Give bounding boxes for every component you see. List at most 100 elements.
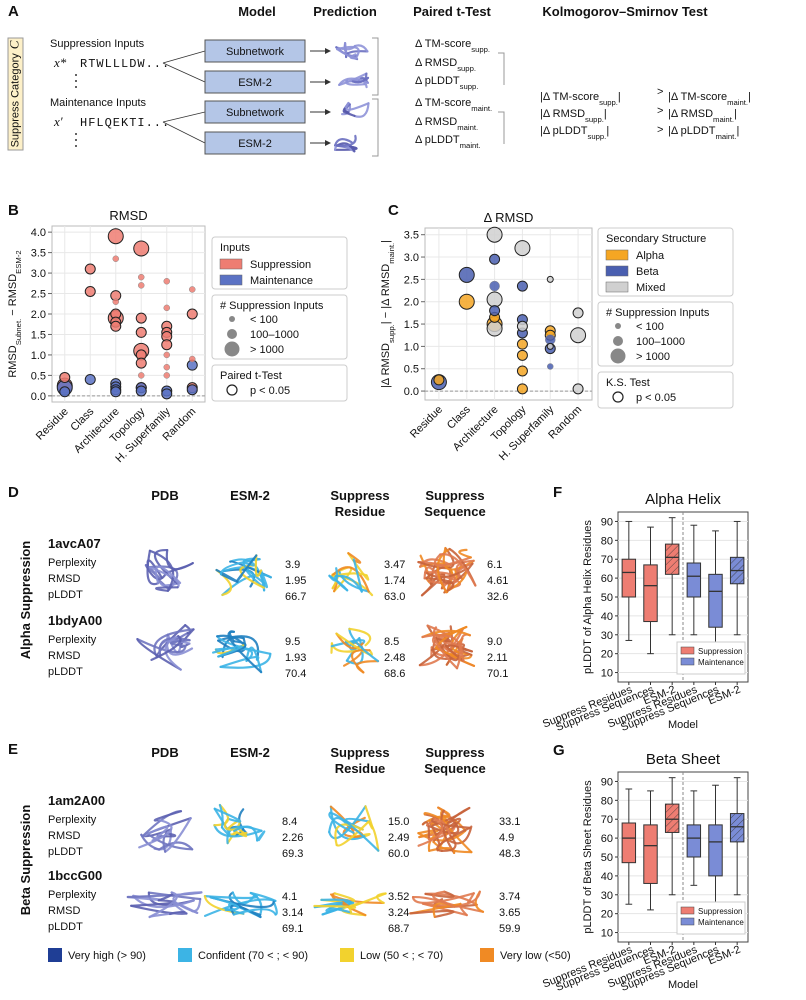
protein-strand — [249, 891, 263, 916]
x-axis-label: Model — [668, 979, 698, 991]
legend-box — [211, 236, 348, 290]
protein-strand — [426, 818, 452, 837]
legend-title: # Suppression Inputs — [220, 300, 324, 312]
point — [572, 307, 584, 319]
metric-value: 3.9 — [285, 559, 300, 571]
metric-value: 2.49 — [388, 832, 409, 844]
y-tick-label: 0.5 — [404, 364, 419, 376]
point — [547, 363, 554, 370]
protein-strand — [147, 833, 194, 851]
point — [189, 286, 196, 293]
label: HFLQEKTI... — [80, 116, 170, 130]
box — [643, 824, 658, 884]
y-tick-label: 1.0 — [404, 341, 419, 353]
category-box — [7, 37, 24, 151]
protein-strand — [424, 567, 468, 579]
category-label: Suppress Category C — [6, 40, 21, 147]
label: Δ pLDDTmaint. — [415, 134, 481, 150]
metric-label: RMSD — [48, 830, 80, 842]
side-label: Beta Suppression — [18, 805, 33, 916]
y-axis-label: pLDDT of Alpha Helix Residues — [582, 520, 594, 674]
column-header: Suppress — [425, 488, 484, 503]
protein-strand — [336, 45, 360, 57]
protein-strand — [233, 828, 248, 838]
label: |Δ RMSDmaint.| — [668, 108, 737, 124]
text-run: | − |Δ RMSD — [380, 264, 392, 324]
point — [458, 293, 475, 310]
point — [133, 240, 150, 257]
protein-strand — [218, 803, 224, 829]
protein-strand — [353, 102, 370, 118]
protein-strand — [254, 554, 263, 577]
protein-strand — [343, 107, 350, 114]
legend-label: < 100 — [250, 314, 278, 326]
protein-strand — [328, 907, 352, 914]
box — [621, 822, 637, 864]
protein-strand — [335, 632, 364, 650]
legend-label: 100–1000 — [250, 329, 299, 341]
protein-strand — [432, 840, 473, 854]
legend-label: Low (50 < ; < 70) — [360, 950, 443, 962]
label: F — [553, 484, 562, 501]
label: |Δ TM-scoremaint.| — [668, 91, 751, 107]
point — [489, 305, 501, 317]
text-run: Subnet. — [14, 319, 23, 346]
point — [516, 365, 528, 377]
y-tick-label: 80 — [601, 795, 613, 807]
point — [59, 386, 71, 398]
y-tick-label: 70 — [601, 554, 613, 566]
bracket — [498, 52, 505, 85]
point — [135, 385, 147, 397]
text-run: | — [604, 108, 607, 120]
metric-value: 1.93 — [285, 652, 306, 664]
protein-strand — [436, 826, 472, 852]
protein-strand — [209, 896, 240, 912]
protein-strand — [417, 817, 444, 847]
text-run: maint. — [471, 104, 492, 113]
protein-strand — [330, 566, 370, 593]
legend-label: Maintenance — [698, 918, 744, 927]
protein-strand — [141, 825, 169, 842]
label: C — [388, 202, 399, 219]
text-run: RMSD — [7, 345, 19, 377]
metric-value: 4.61 — [487, 575, 508, 587]
point — [107, 228, 124, 245]
box — [621, 558, 637, 598]
text-run: − RMSD — [7, 274, 19, 319]
legend-title: Secondary Structure — [606, 233, 706, 245]
metric-value: 32.6 — [487, 591, 508, 603]
point — [572, 383, 584, 395]
dot — [75, 80, 77, 82]
y-tick-label: 0.0 — [31, 391, 46, 403]
metric-label: RMSD — [48, 573, 80, 585]
protein-strand — [148, 549, 175, 592]
text-run: maint. — [716, 132, 737, 141]
column-header: Suppress — [330, 488, 389, 503]
protein-strand — [423, 577, 455, 594]
legend-size — [615, 323, 621, 329]
point — [84, 285, 96, 297]
box — [708, 573, 723, 628]
protein-strand — [328, 811, 355, 834]
y-tick-label: 80 — [601, 535, 613, 547]
legend-label: < 100 — [636, 321, 664, 333]
protein-strand — [235, 554, 258, 583]
point — [163, 304, 170, 312]
protein-strand — [417, 547, 455, 570]
point — [433, 374, 445, 386]
protein-strand — [153, 810, 183, 822]
text-run: supp. — [471, 45, 490, 54]
protein-strand — [411, 892, 475, 904]
text-run: |Δ RMSD — [380, 343, 392, 388]
text-run: supp. — [599, 98, 618, 107]
point — [135, 312, 147, 324]
metric-value: 48.3 — [499, 848, 520, 860]
label: Subnetwork — [226, 107, 285, 119]
column-header: PDB — [151, 745, 178, 760]
protein-strand — [325, 901, 343, 913]
text-run: | — [618, 91, 621, 103]
metric-label: Perplexity — [48, 557, 97, 569]
metric-value: 70.4 — [285, 668, 306, 680]
metric-value: 66.7 — [285, 591, 306, 603]
protein-strand — [212, 645, 243, 658]
